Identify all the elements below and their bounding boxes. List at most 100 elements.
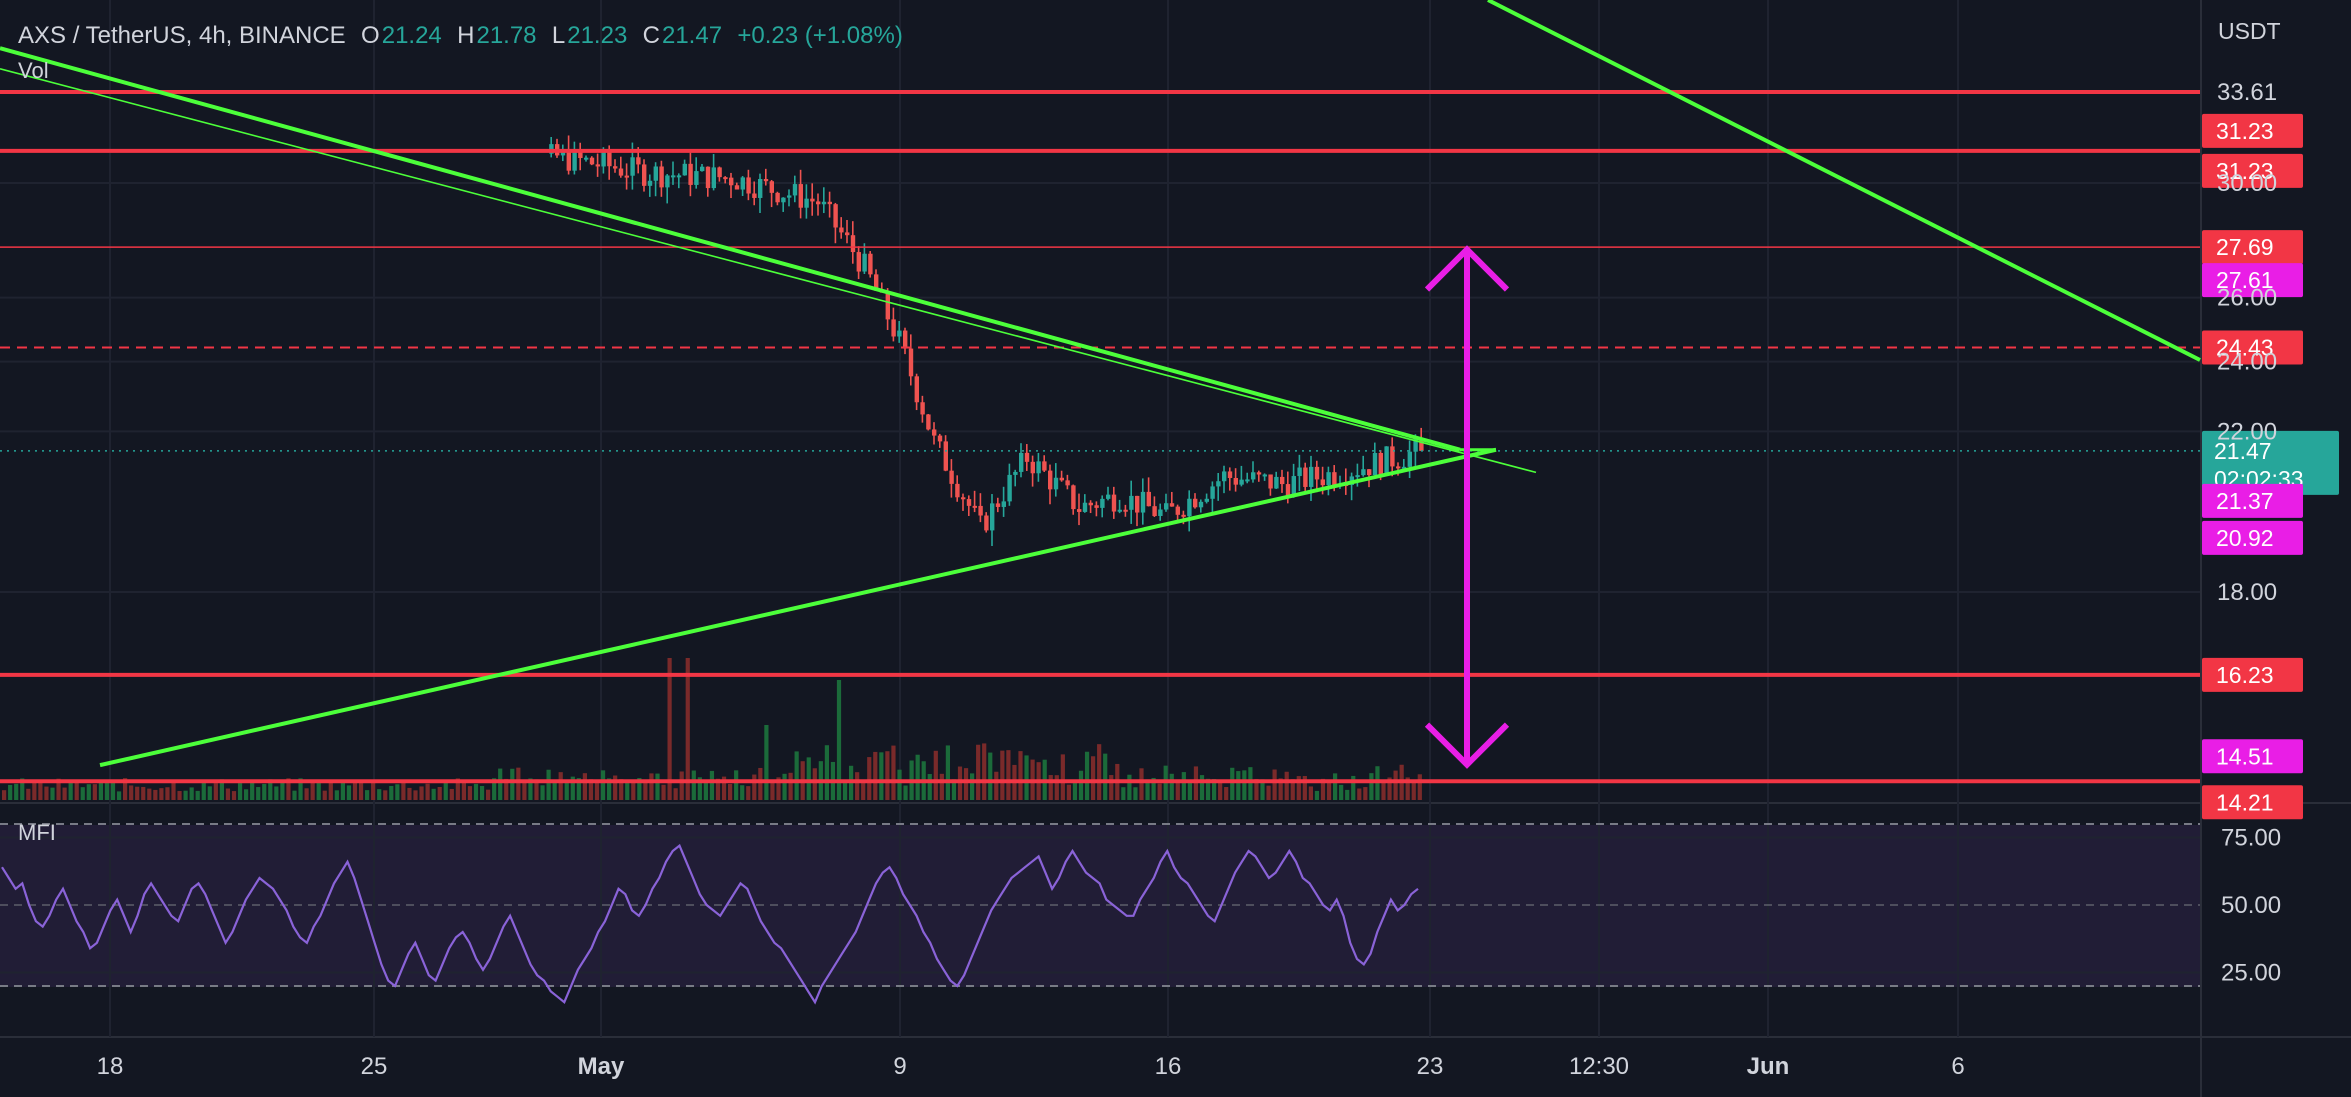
candle-body[interactable] <box>1065 480 1070 486</box>
candle-body[interactable] <box>752 193 757 198</box>
candle-body[interactable] <box>833 204 838 228</box>
candle-body[interactable] <box>839 227 844 233</box>
candle-body[interactable] <box>589 157 595 165</box>
candle-body[interactable] <box>787 195 792 198</box>
candle-body[interactable] <box>1332 472 1337 486</box>
candle-body[interactable] <box>671 175 676 178</box>
candle-body[interactable] <box>804 198 809 208</box>
candle-body[interactable] <box>1396 466 1401 469</box>
candle-body[interactable] <box>1216 481 1221 487</box>
candle-body[interactable] <box>908 348 914 377</box>
candle-body[interactable] <box>1175 506 1180 515</box>
candle-body[interactable] <box>1251 472 1256 480</box>
candle-body[interactable] <box>1222 471 1227 482</box>
candle-body[interactable] <box>897 330 902 337</box>
candle-body[interactable] <box>775 192 780 203</box>
candle-body[interactable] <box>845 232 850 236</box>
candle-body[interactable] <box>1413 439 1418 452</box>
candle-body[interactable] <box>1274 476 1279 489</box>
candle-body[interactable] <box>1187 498 1192 517</box>
candle-body[interactable] <box>798 184 803 208</box>
candle-body[interactable] <box>1158 509 1163 516</box>
candle-body[interactable] <box>1361 469 1366 476</box>
candle-body[interactable] <box>1106 494 1111 499</box>
candle-body[interactable] <box>711 167 716 189</box>
candle-body[interactable] <box>995 503 1001 507</box>
candle-body[interactable] <box>1053 477 1059 490</box>
candle-body[interactable] <box>1181 514 1186 517</box>
candle-body[interactable] <box>966 499 972 506</box>
symbol-title[interactable]: AXS / TetherUS, 4h, BINANCE <box>18 22 346 49</box>
candle-body[interactable] <box>1233 477 1238 485</box>
candle-body[interactable] <box>891 319 896 337</box>
candle-body[interactable] <box>1245 479 1250 482</box>
candle-body[interactable] <box>1407 451 1412 467</box>
candle-body[interactable] <box>729 177 734 186</box>
candle-body[interactable] <box>990 503 995 531</box>
candle-body[interactable] <box>1019 452 1024 472</box>
candle-body[interactable] <box>1378 452 1383 476</box>
candle-body[interactable] <box>914 376 919 403</box>
candle-body[interactable] <box>816 201 821 205</box>
candle-body[interactable] <box>1314 466 1320 480</box>
candle-body[interactable] <box>665 175 670 188</box>
candle-body[interactable] <box>717 167 722 178</box>
candle-body[interactable] <box>1204 498 1209 502</box>
candle-body[interactable] <box>723 177 728 180</box>
candle-body[interactable] <box>700 166 705 172</box>
candle-body[interactable] <box>613 166 618 169</box>
volume-label[interactable]: Vol <box>18 58 49 83</box>
candle-body[interactable] <box>1367 469 1372 476</box>
candle-body[interactable] <box>740 177 745 190</box>
candle-body[interactable] <box>595 164 600 167</box>
candle-body[interactable] <box>624 175 629 178</box>
candle-body[interactable] <box>1169 503 1175 507</box>
candle-body[interactable] <box>1262 474 1267 477</box>
candle-body[interactable] <box>1297 467 1302 477</box>
resistance-trendline[interactable] <box>1487 0 2201 362</box>
lower-trendline[interactable] <box>99 447 1497 768</box>
candle-body[interactable] <box>1326 472 1331 486</box>
candle-body[interactable] <box>1140 491 1146 513</box>
candle-body[interactable] <box>1401 466 1407 469</box>
candle-body[interactable] <box>1088 502 1093 506</box>
candle-body[interactable] <box>1100 498 1105 508</box>
candle-body[interactable] <box>1372 452 1378 476</box>
candle-body[interactable] <box>1117 509 1122 512</box>
candle-body[interactable] <box>827 201 832 205</box>
candle-body[interactable] <box>1048 470 1053 490</box>
candle-body[interactable] <box>1129 495 1134 510</box>
candle-body[interactable] <box>1123 509 1128 512</box>
candle-body[interactable] <box>984 515 989 531</box>
candle-body[interactable] <box>810 198 815 202</box>
candle-body[interactable] <box>1291 476 1296 497</box>
candle-body[interactable] <box>1024 452 1030 462</box>
candle-body[interactable] <box>694 171 699 185</box>
candle-body[interactable] <box>955 483 960 498</box>
candle-body[interactable] <box>868 253 873 275</box>
candle-body[interactable] <box>647 180 653 186</box>
candle-body[interactable] <box>1390 446 1395 467</box>
candle-body[interactable] <box>1285 484 1291 497</box>
candle-body[interactable] <box>1309 466 1314 487</box>
candle-body[interactable] <box>1030 461 1035 474</box>
candle-body[interactable] <box>1013 471 1018 475</box>
candle-body[interactable] <box>1239 479 1244 485</box>
candle-body[interactable] <box>821 201 827 205</box>
candle-body[interactable] <box>578 149 583 159</box>
candle-body[interactable] <box>1082 502 1088 512</box>
candle-body[interactable] <box>1320 479 1325 486</box>
candle-body[interactable] <box>630 157 635 176</box>
price-pane[interactable] <box>0 0 2200 800</box>
candle-body[interactable] <box>1268 474 1273 489</box>
candle-body[interactable] <box>1164 503 1169 510</box>
candle-body[interactable] <box>862 253 867 272</box>
candle-body[interactable] <box>1198 501 1204 508</box>
candle-body[interactable] <box>636 157 641 165</box>
candle-body[interactable] <box>943 441 948 471</box>
candle-body[interactable] <box>926 414 931 430</box>
candle-body[interactable] <box>1152 506 1157 516</box>
candle-body[interactable] <box>1135 495 1140 513</box>
candle-body[interactable] <box>792 184 798 196</box>
candle-body[interactable] <box>763 179 769 182</box>
